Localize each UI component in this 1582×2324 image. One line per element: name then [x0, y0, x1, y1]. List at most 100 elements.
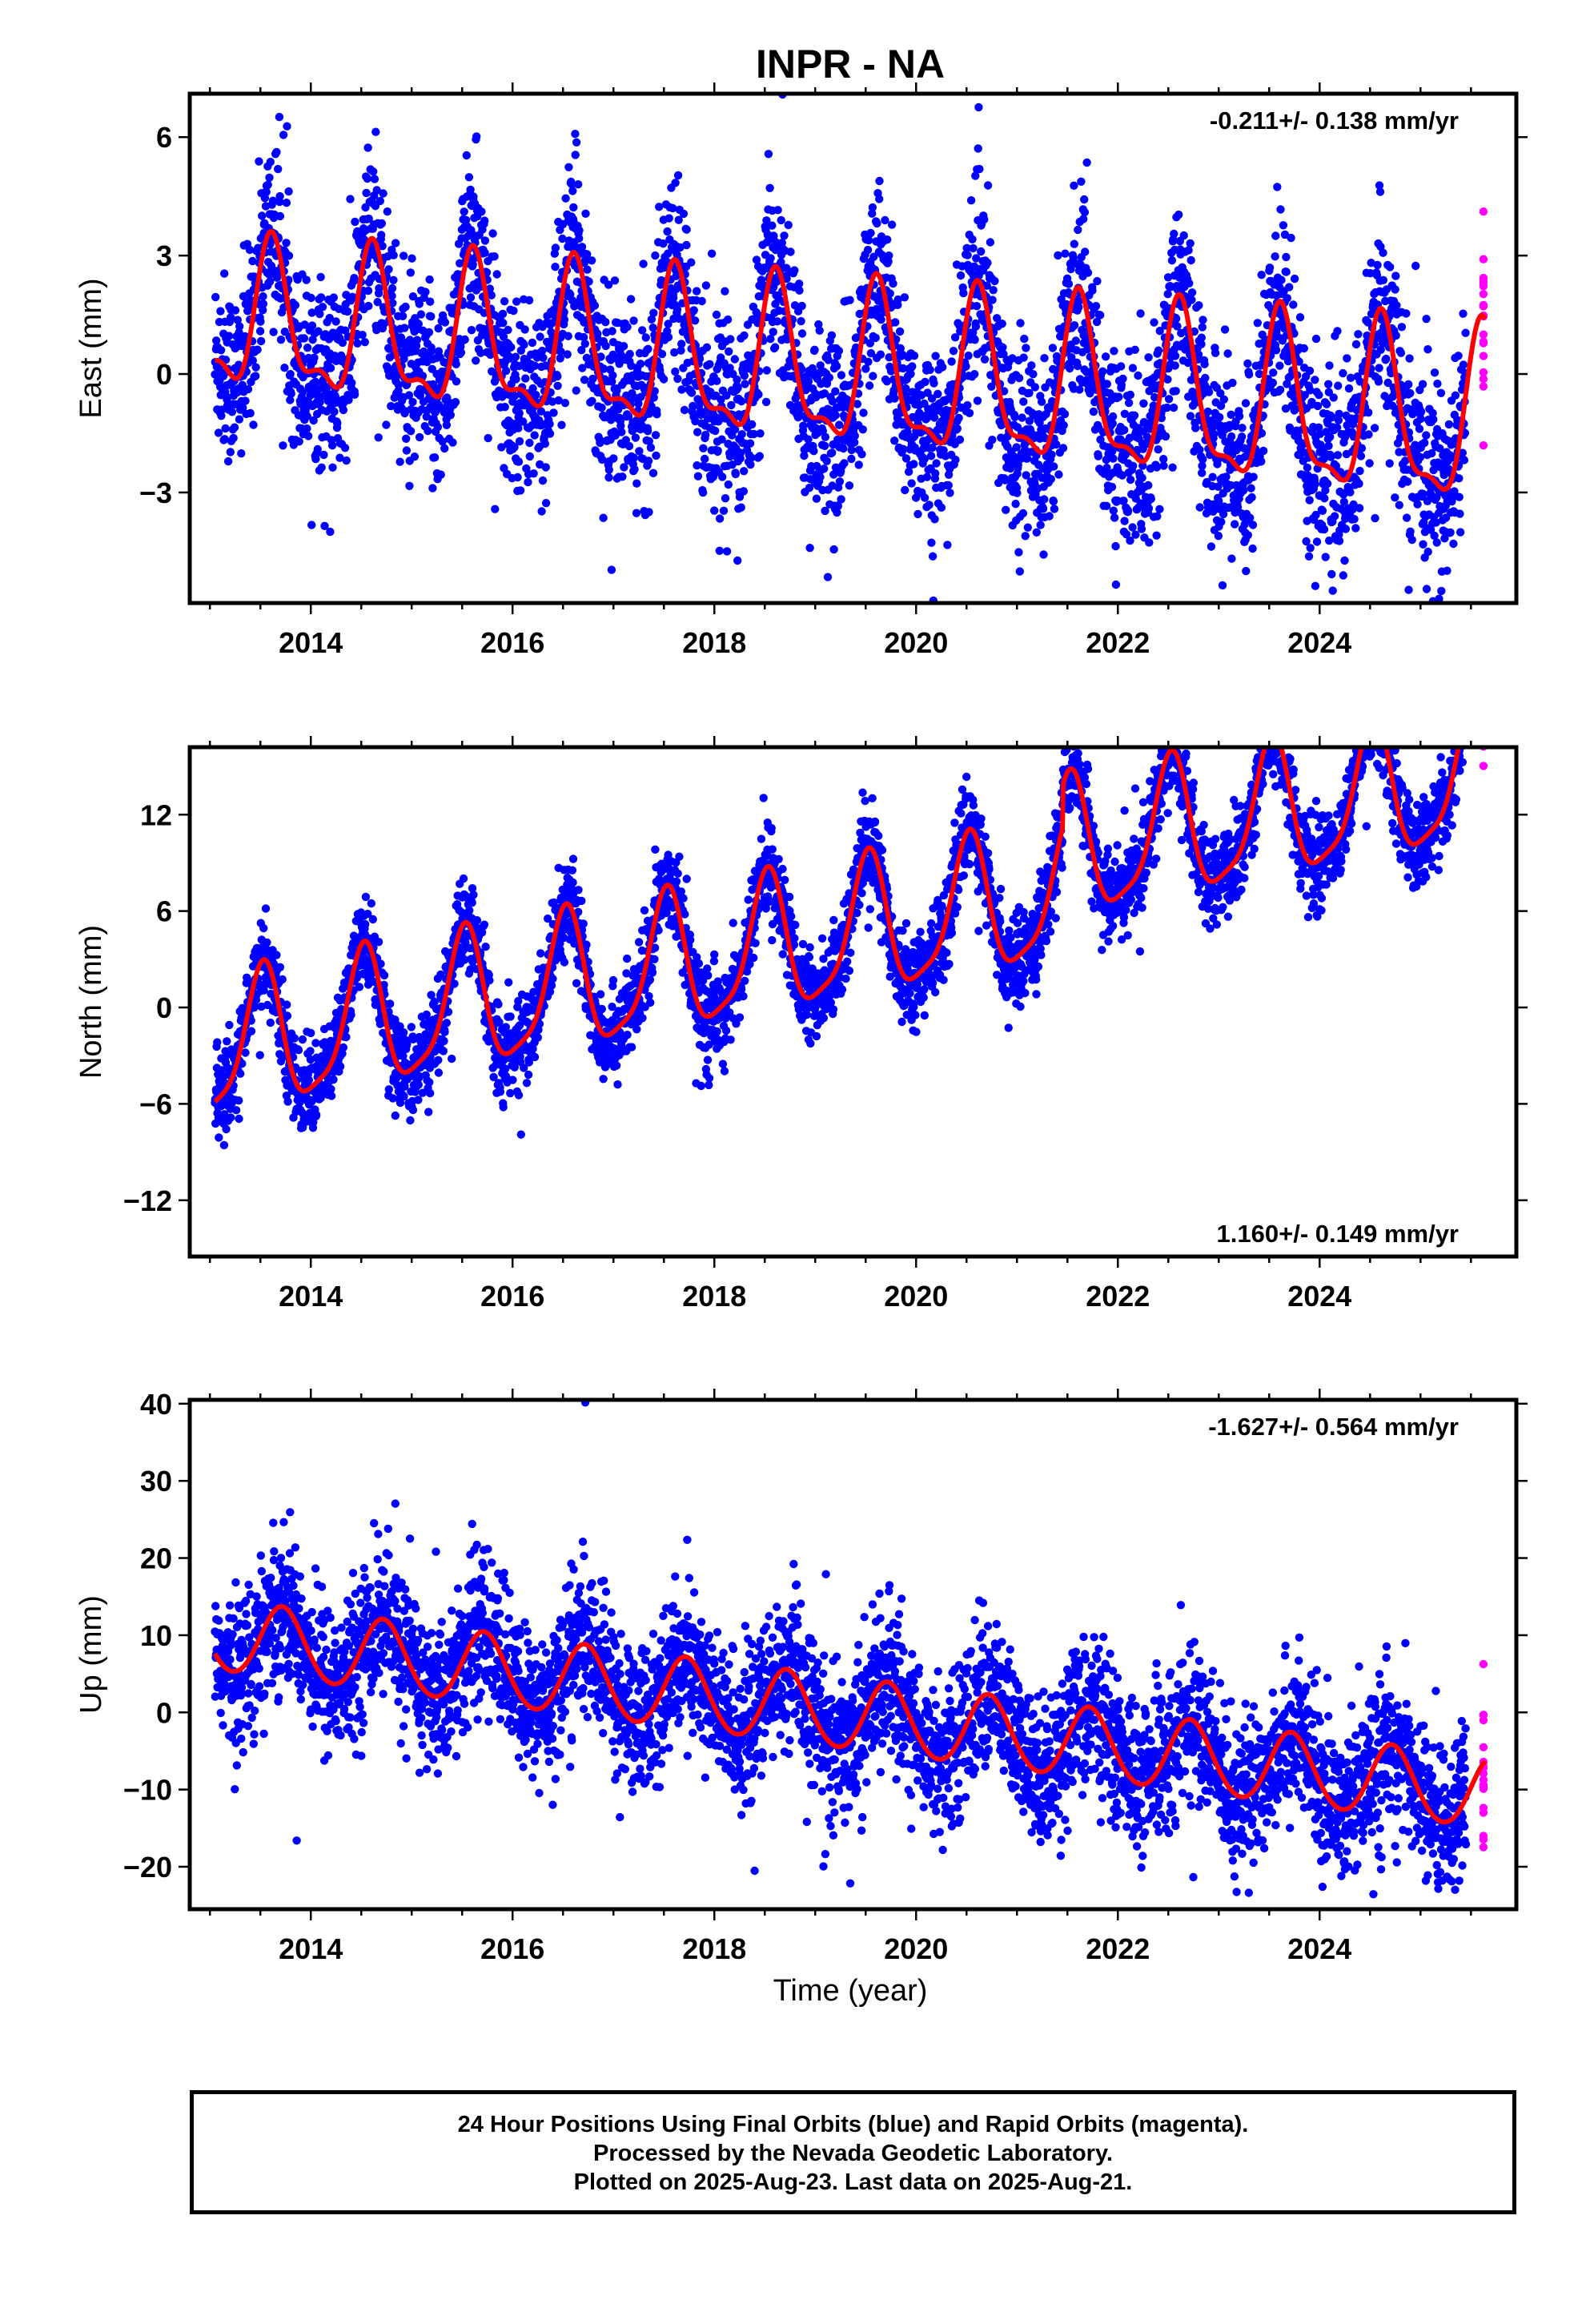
east-final-point: [710, 506, 719, 515]
east-final-point: [906, 369, 915, 379]
east-final-point: [1126, 475, 1135, 485]
east-final-point: [1211, 348, 1220, 357]
east-final-point: [266, 158, 275, 167]
east-final-point: [596, 352, 605, 361]
east-final-point: [425, 275, 434, 284]
east-final-point: [263, 180, 272, 189]
east-final-point: [1223, 349, 1232, 358]
east-final-point: [484, 433, 492, 443]
east-final-point: [377, 231, 386, 239]
east-final-point: [808, 364, 817, 373]
east-final-point: [516, 486, 525, 495]
east-final-point: [687, 258, 696, 267]
east-final-point: [307, 521, 316, 529]
east-final-point: [1048, 344, 1058, 352]
east-final-point: [1354, 330, 1363, 339]
east-final-point: [805, 544, 814, 553]
east-final-point: [1010, 412, 1019, 421]
east-final-point: [401, 302, 410, 312]
east-rapid-point: [1479, 300, 1488, 310]
east-final-point: [1279, 221, 1288, 230]
east-final-point: [1191, 424, 1200, 432]
east-final-point: [677, 340, 686, 348]
north-final-point: [283, 1011, 292, 1020]
east-final-point: [1355, 504, 1364, 513]
east-final-point: [587, 256, 596, 265]
east-final-point: [511, 352, 520, 361]
east-final-point: [1455, 474, 1464, 483]
east-final-point: [795, 286, 804, 295]
east-final-point: [462, 151, 471, 160]
east-final-point: [944, 480, 954, 490]
east-final-point: [1207, 542, 1216, 551]
east-final-point: [616, 421, 625, 430]
east-final-point: [954, 413, 963, 423]
east-final-point: [795, 279, 804, 288]
east-rapid-point: [1479, 382, 1488, 391]
east-final-point: [745, 439, 755, 448]
east-final-point: [733, 375, 741, 384]
east-final-point: [1170, 352, 1180, 360]
east-final-point: [574, 180, 583, 189]
east-final-point: [1418, 380, 1427, 388]
east-final-point: [1305, 366, 1315, 376]
east-final-point: [972, 254, 981, 263]
east-final-point: [468, 260, 477, 269]
east-final-point: [1208, 472, 1217, 481]
east-final-point: [590, 301, 600, 310]
east-final-point: [877, 315, 885, 324]
east-final-point: [569, 203, 578, 212]
east-final-point: [1037, 397, 1046, 406]
east-final-point: [1050, 505, 1059, 513]
east-final-point: [1011, 500, 1020, 509]
east-final-point: [1243, 359, 1252, 368]
east-final-point: [773, 206, 782, 215]
east-final-point: [682, 240, 691, 250]
north-final-point: [225, 1020, 234, 1030]
east-final-point: [1371, 513, 1379, 523]
east-final-point: [676, 243, 685, 252]
east-final-point: [887, 220, 897, 229]
east-final-point: [733, 556, 742, 565]
east-final-point: [276, 336, 286, 344]
east-final-point: [248, 256, 257, 266]
east-final-point: [725, 347, 733, 356]
east-final-point: [1271, 346, 1281, 355]
east-final-point: [350, 390, 359, 399]
east-final-point: [1285, 283, 1294, 292]
east-final-point: [1128, 523, 1137, 532]
east-final-point: [1215, 412, 1224, 422]
east-final-point: [1459, 309, 1468, 318]
east-final-point: [809, 447, 818, 456]
east-final-point: [597, 403, 606, 412]
east-final-point: [1346, 488, 1355, 497]
east-final-point: [1405, 354, 1414, 363]
east-final-point: [485, 284, 494, 293]
east-final-point: [1436, 388, 1446, 397]
east-final-point: [364, 301, 373, 311]
east-final-point: [646, 443, 656, 452]
east-final-point: [1145, 538, 1154, 547]
east-final-point: [632, 509, 641, 517]
east-final-point: [1419, 540, 1427, 549]
east-final-point: [377, 219, 387, 228]
east-final-point: [1218, 581, 1227, 590]
east-final-point: [1247, 493, 1256, 502]
east-final-point: [461, 215, 471, 224]
east-final-point: [740, 371, 749, 380]
east-final-point: [1144, 480, 1153, 490]
east-final-point: [514, 424, 523, 432]
east-final-point: [780, 231, 789, 240]
east-final-point: [553, 381, 562, 390]
east-final-point: [424, 426, 432, 436]
east-final-point: [1459, 360, 1468, 369]
east-final-point: [1241, 399, 1251, 408]
east-final-point: [1203, 407, 1212, 416]
east-final-point: [773, 317, 782, 326]
east-final-point: [212, 336, 221, 345]
east-final-point: [389, 251, 398, 259]
east-final-point: [1415, 424, 1424, 433]
east-final-point: [1420, 438, 1429, 448]
east-final-point: [1289, 300, 1298, 309]
east-final-point: [805, 484, 814, 493]
